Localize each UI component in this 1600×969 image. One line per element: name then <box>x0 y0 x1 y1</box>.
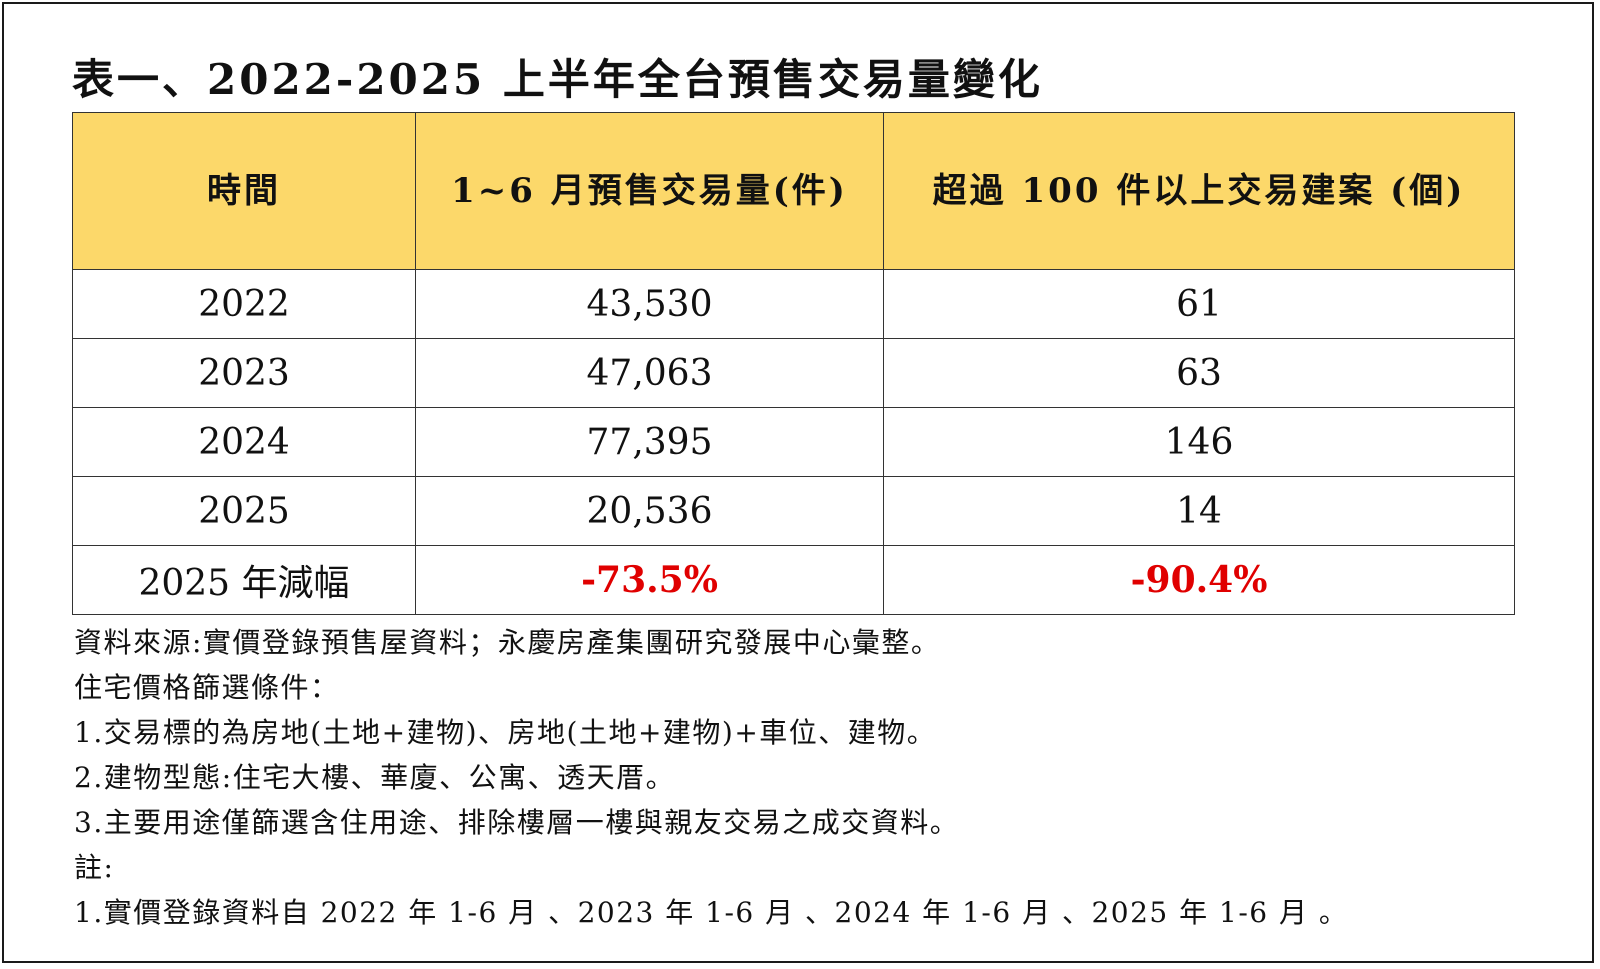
decline-row: 2025 年減幅 -73.5% -90.4% <box>72 545 1515 615</box>
note-filter-heading: 住宅價格篩選條件： <box>74 671 340 704</box>
table-row: 2022 43,530 61 <box>72 269 1515 339</box>
decline-volume: -73.5% <box>415 545 884 615</box>
cell-volume: 20,536 <box>415 476 884 546</box>
note-filter-2: 2.建物型態:住宅大樓、華廈、公寓、透天厝。 <box>74 761 676 794</box>
cell-projects: 14 <box>883 476 1515 546</box>
note-remark-1: 1.實價登錄資料自 2022 年 1-6 月 、2023 年 1-6 月 、20… <box>74 896 1349 929</box>
header-volume: 1~6 月預售交易量(件) <box>415 112 884 270</box>
table-title: 表一、2022-2025 上半年全台預售交易量變化 <box>72 55 1043 104</box>
table-row: 2023 47,063 63 <box>72 338 1515 408</box>
note-filter-1: 1.交易標的為房地(土地+建物)、房地(土地+建物)+車位、建物。 <box>74 716 937 749</box>
cell-period: 2022 <box>72 269 416 339</box>
header-period: 時間 <box>72 112 416 270</box>
presale-volume-table: 時間 1~6 月預售交易量(件) 超過 100 件以上交易建案 (個) 2022… <box>72 112 1515 615</box>
decline-projects: -90.4% <box>883 545 1515 615</box>
notes-section: 資料來源:實價登錄預售屋資料；永慶房產集團研究發展中心彙整。 住宅價格篩選條件：… <box>74 620 1348 935</box>
cell-period: 2024 <box>72 407 416 477</box>
cell-period: 2025 <box>72 476 416 546</box>
cell-period: 2023 <box>72 338 416 408</box>
cell-volume: 47,063 <box>415 338 884 408</box>
cell-projects: 146 <box>883 407 1515 477</box>
header-row: 時間 1~6 月預售交易量(件) 超過 100 件以上交易建案 (個) <box>72 112 1515 270</box>
table-row: 2025 20,536 14 <box>72 476 1515 546</box>
cell-projects: 63 <box>883 338 1515 408</box>
cell-volume: 77,395 <box>415 407 884 477</box>
note-filter-3: 3.主要用途僅篩選含住用途、排除樓層一樓與親友交易之成交資料。 <box>74 806 960 839</box>
table-row: 2024 77,395 146 <box>72 407 1515 477</box>
note-source: 資料來源:實價登錄預售屋資料；永慶房產集團研究發展中心彙整。 <box>74 626 941 659</box>
cell-volume: 43,530 <box>415 269 884 339</box>
decline-label: 2025 年減幅 <box>72 545 416 615</box>
note-remark-heading: 註: <box>74 851 115 884</box>
cell-projects: 61 <box>883 269 1515 339</box>
header-projects: 超過 100 件以上交易建案 (個) <box>883 112 1515 270</box>
